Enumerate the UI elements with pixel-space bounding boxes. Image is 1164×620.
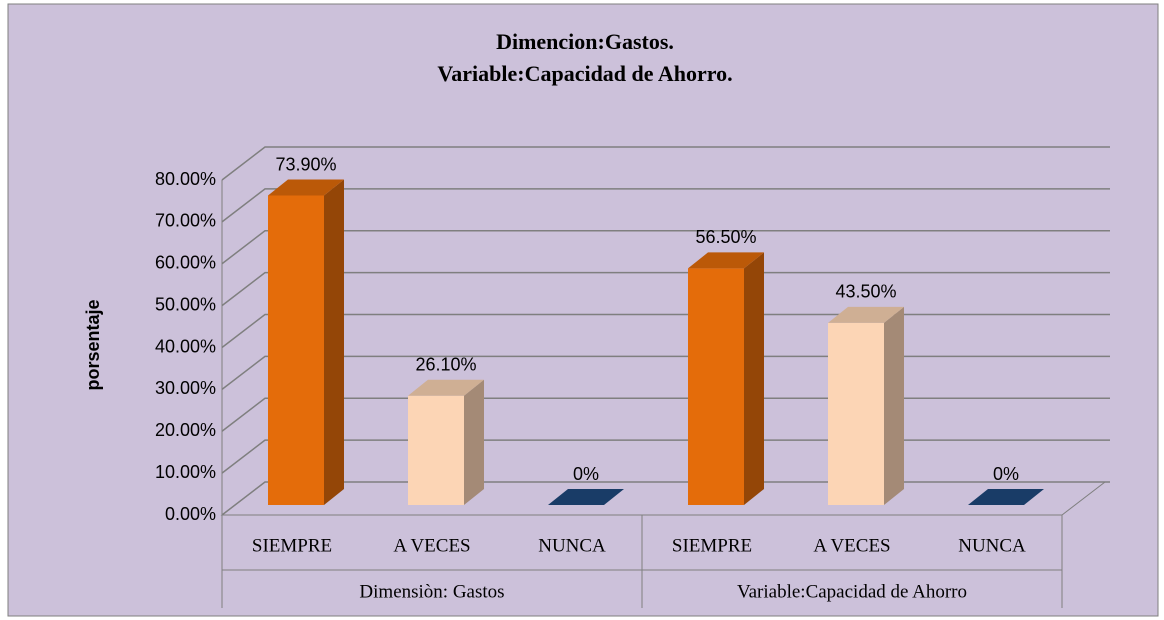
bar-side — [744, 252, 764, 505]
grid-line — [221, 271, 1110, 307]
data-label: 73.90% — [275, 154, 336, 174]
y-tick-label: 50.00% — [155, 294, 216, 314]
x-tick-label: A VECES — [813, 535, 890, 556]
bar — [548, 489, 624, 505]
y-tick-label: 80.00% — [155, 169, 216, 189]
bar-front — [408, 395, 464, 505]
bar — [268, 179, 344, 505]
bar-front — [828, 322, 884, 505]
group-label: Dimensiòn: Gastos — [359, 581, 504, 602]
bar — [688, 252, 764, 505]
x-tick-label: SIEMPRE — [672, 535, 752, 556]
data-label: 43.50% — [835, 282, 896, 302]
x-tick-label: A VECES — [393, 535, 470, 556]
grid-line — [221, 146, 1110, 181]
y-tick-label: 40.00% — [155, 336, 216, 356]
bar-side — [884, 306, 904, 505]
chart-title: Dimencion:Gastos. — [496, 29, 674, 54]
y-tick-label: 30.00% — [155, 378, 216, 398]
bar-side — [464, 379, 484, 505]
bar-front — [688, 268, 744, 505]
chart-title: Variable:Capacidad de Ahorro. — [437, 61, 732, 86]
x-tick-label: NUNCA — [538, 535, 606, 556]
y-tick-label: 60.00% — [155, 253, 216, 273]
bar-side — [324, 179, 344, 505]
data-label: 56.50% — [695, 227, 756, 247]
bar-top — [688, 252, 764, 269]
chart-background — [7, 3, 1159, 617]
y-tick-label: 20.00% — [155, 420, 216, 440]
bar-top — [968, 489, 1044, 505]
bar — [408, 379, 484, 505]
bar-top — [828, 306, 904, 323]
grid-line — [221, 188, 1110, 223]
group-label: Variable:Capacidad de Ahorro — [737, 581, 967, 602]
x-tick-label: NUNCA — [958, 535, 1026, 556]
bar-top — [408, 379, 484, 396]
bar-top — [268, 179, 344, 196]
y-axis-label: porsentaje — [83, 299, 103, 390]
grid-line — [221, 230, 1110, 265]
y-tick-label: 10.00% — [155, 462, 216, 482]
grid-line — [221, 313, 1110, 349]
x-tick-label: SIEMPRE — [252, 535, 332, 556]
data-label: 0% — [573, 464, 599, 484]
bar-top — [548, 489, 624, 505]
data-label: 0% — [993, 464, 1019, 484]
bar — [828, 306, 904, 505]
y-tick-label: 0.00% — [165, 504, 216, 524]
y-tick-label: 70.00% — [155, 211, 216, 231]
bar — [968, 489, 1044, 505]
data-label: 26.10% — [415, 354, 476, 374]
bar-front — [268, 195, 324, 505]
